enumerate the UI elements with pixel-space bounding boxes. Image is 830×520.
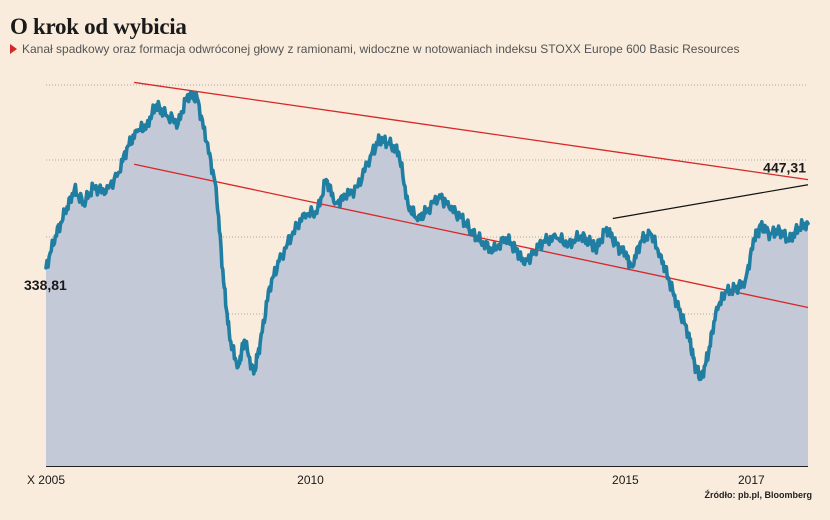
x-tick-label: 2010 bbox=[297, 473, 324, 487]
chart-subtitle: Kanał spadkowy oraz formacja odwróconej … bbox=[10, 42, 739, 56]
annotation-end-value: 447,31 bbox=[763, 160, 806, 176]
x-tick-label: X 2005 bbox=[27, 473, 65, 487]
x-tick-label: 2015 bbox=[612, 473, 639, 487]
x-tick-labels: X 2005 2010 2015 2017 bbox=[27, 473, 765, 487]
subtitle-text: Kanał spadkowy oraz formacja odwróconej … bbox=[22, 42, 740, 56]
price-area bbox=[46, 91, 808, 466]
annotation-start-value: 338,81 bbox=[24, 277, 67, 293]
neckline-line bbox=[612, 184, 809, 220]
red-triangle-bullet-icon bbox=[10, 44, 17, 54]
value-annotations: 338,81 447,31 bbox=[24, 160, 806, 293]
chart-title: O krok od wybicia bbox=[10, 14, 187, 39]
source-note: Źródło: pb.pl, Bloomberg bbox=[704, 490, 813, 500]
price-line bbox=[44, 89, 810, 382]
channel-upper-line bbox=[134, 81, 809, 181]
x-tick-label: 2017 bbox=[738, 473, 765, 487]
